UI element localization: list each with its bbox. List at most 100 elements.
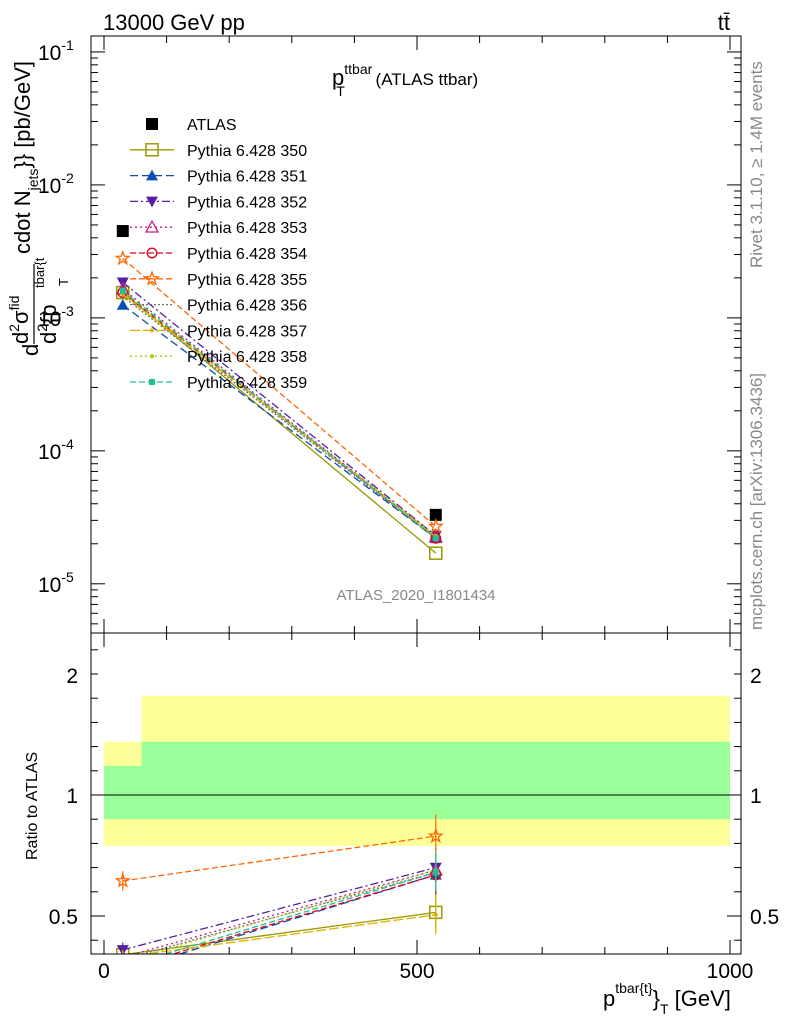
legend-item: Pythia 6.428 354 bbox=[130, 246, 307, 263]
ratio-series-point bbox=[118, 964, 128, 974]
legend-label: Pythia 6.428 352 bbox=[187, 194, 307, 211]
ratio-series-point bbox=[117, 966, 129, 977]
rivet-label: Rivet 3.1.10, ≥ 1.4M events bbox=[747, 61, 766, 268]
main-series-point bbox=[429, 546, 443, 560]
svg-text:d2σfid: d2σfid bbox=[6, 296, 33, 344]
mcplots-label: mcplots.cern.ch [arXiv:1306.3436] bbox=[747, 373, 766, 630]
main-ytick-label: 10-3 bbox=[38, 303, 74, 331]
legend: ATLAS Pythia 6.428 350 Pythia 6.428 351 Pyt… bbox=[130, 117, 307, 392]
ratio-series-line bbox=[147, 869, 436, 954]
ratio-ytick-0.5: 0.5 bbox=[49, 906, 78, 929]
legend-item: Pythia 6.428 356 bbox=[130, 298, 307, 315]
main-series-point bbox=[430, 532, 442, 544]
main-series-point bbox=[427, 517, 444, 534]
ratio-series-line bbox=[177, 874, 436, 954]
main-series-line bbox=[122, 292, 437, 537]
ratio-series-point bbox=[114, 872, 131, 888]
main-series-line bbox=[122, 257, 437, 527]
legend-item: Pythia 6.428 351 bbox=[130, 169, 307, 186]
legend-marker bbox=[150, 354, 154, 359]
main-data-layer bbox=[114, 225, 444, 560]
header-left: 13000 GeV pp bbox=[103, 10, 245, 35]
legend-label: Pythia 6.428 350 bbox=[187, 143, 307, 160]
ratio-series-group bbox=[114, 814, 444, 977]
main-y-tick-labels: 10-1 10-2 10-3 10-4 10-5 bbox=[38, 37, 74, 597]
main-series-line bbox=[122, 288, 437, 538]
legend-label: Pythia 6.428 351 bbox=[187, 169, 307, 186]
legend-item: Pythia 6.428 359 bbox=[130, 375, 307, 392]
main-series-point bbox=[116, 298, 129, 310]
ratio-series-line bbox=[123, 911, 436, 954]
ratio-series-point bbox=[121, 955, 125, 959]
legend-label: Pythia 6.428 356 bbox=[187, 298, 307, 315]
legend-item: Pythia 6.428 352 bbox=[130, 194, 307, 211]
svg-text:cdot Njets}} [pb/GeV]: cdot Njets}} [pb/GeV] bbox=[10, 61, 41, 254]
ratio-series-line bbox=[141, 914, 436, 954]
main-series-point bbox=[119, 287, 126, 294]
xtick-0: 0 bbox=[98, 960, 110, 983]
legend-label: Pythia 6.428 359 bbox=[187, 375, 307, 392]
ratio-band-green bbox=[141, 741, 730, 820]
svg-text:tbar{t: tbar{t bbox=[32, 257, 47, 288]
main-series-point bbox=[432, 535, 439, 542]
header-right: tt̄ bbox=[718, 10, 730, 35]
legend-label: Pythia 6.428 354 bbox=[187, 246, 307, 263]
main-series-line bbox=[122, 281, 437, 537]
legend-marker bbox=[146, 118, 158, 130]
legend-marker bbox=[150, 328, 154, 333]
main-ytick-label: 10-1 bbox=[38, 37, 74, 65]
legend-marker bbox=[145, 143, 159, 157]
ratio-series-point bbox=[120, 964, 126, 970]
ratio-panel: 0.5 1 2 0.5 1 2 0 500 1000 Ratio to ATLA… bbox=[24, 632, 779, 1017]
main-panel: 10-1 10-2 10-3 10-4 10-5 ATLAS_2020_I1801434… bbox=[6, 35, 742, 634]
ratio-series-point bbox=[432, 869, 439, 876]
xtick-1000: 1000 bbox=[707, 960, 754, 983]
ratio-series-line bbox=[163, 871, 436, 954]
legend-label: Pythia 6.428 357 bbox=[187, 323, 307, 340]
ratio-data-layer bbox=[114, 814, 444, 977]
ratio-series-point bbox=[433, 912, 438, 917]
ratio-bands bbox=[104, 695, 730, 846]
main-ticks bbox=[91, 36, 741, 633]
legend-item: Pythia 6.428 353 bbox=[130, 219, 307, 237]
ratio-ytick-1: 1 bbox=[66, 785, 78, 808]
ratio-series-point bbox=[116, 945, 129, 954]
main-series-line bbox=[122, 295, 437, 539]
ratio-band-green bbox=[104, 765, 142, 820]
main-series-line bbox=[122, 293, 437, 538]
legend-label: Pythia 6.428 353 bbox=[187, 220, 307, 237]
main-series-line bbox=[122, 290, 437, 539]
legend-label: Pythia 6.428 355 bbox=[187, 272, 307, 289]
legend-item: Pythia 6.428 350 bbox=[130, 143, 307, 160]
ratio-series-point bbox=[121, 960, 125, 964]
main-ytick-label: 10-2 bbox=[38, 170, 74, 198]
legend-label: ATLAS bbox=[187, 117, 237, 134]
ratio-series-point bbox=[427, 827, 444, 844]
legend-item: Pythia 6.428 358 bbox=[130, 349, 307, 366]
ratio-series-line bbox=[122, 866, 436, 951]
xtick-500: 500 bbox=[399, 960, 434, 983]
legend-marker bbox=[146, 247, 158, 259]
legend-label: Pythia 6.428 358 bbox=[187, 349, 307, 366]
plot-title: pttbar T (ATLAS ttbar) bbox=[332, 61, 478, 99]
ratio-series-line bbox=[131, 869, 436, 954]
legend-marker bbox=[144, 219, 160, 233]
main-ytick-label: 10-5 bbox=[38, 569, 74, 597]
legend-item: Pythia 6.428 355 bbox=[130, 270, 307, 289]
legend-item: ATLAS bbox=[146, 117, 237, 134]
main-y-axis-label: d d2σfid d2{p tbar{t T cdot Njets}} [pb/… bbox=[6, 61, 71, 356]
ratio-ytick-right-2: 2 bbox=[750, 665, 762, 688]
svg-text:d: d bbox=[18, 344, 43, 356]
legend-marker bbox=[143, 270, 161, 286]
legend-item: Pythia 6.428 357 bbox=[130, 323, 307, 340]
svg-text:T: T bbox=[56, 278, 71, 286]
main-series-point bbox=[429, 508, 442, 521]
ratio-y-axis-label: Ratio to ATLAS bbox=[24, 752, 41, 860]
legend-marker bbox=[149, 379, 155, 385]
main-ytick-label: 10-4 bbox=[38, 436, 74, 464]
ratio-ytick-2: 2 bbox=[66, 665, 78, 688]
ratio-frame bbox=[90, 632, 742, 955]
svg-text:d2{p: d2{p bbox=[34, 304, 61, 344]
ratio-series-line bbox=[140, 871, 436, 954]
